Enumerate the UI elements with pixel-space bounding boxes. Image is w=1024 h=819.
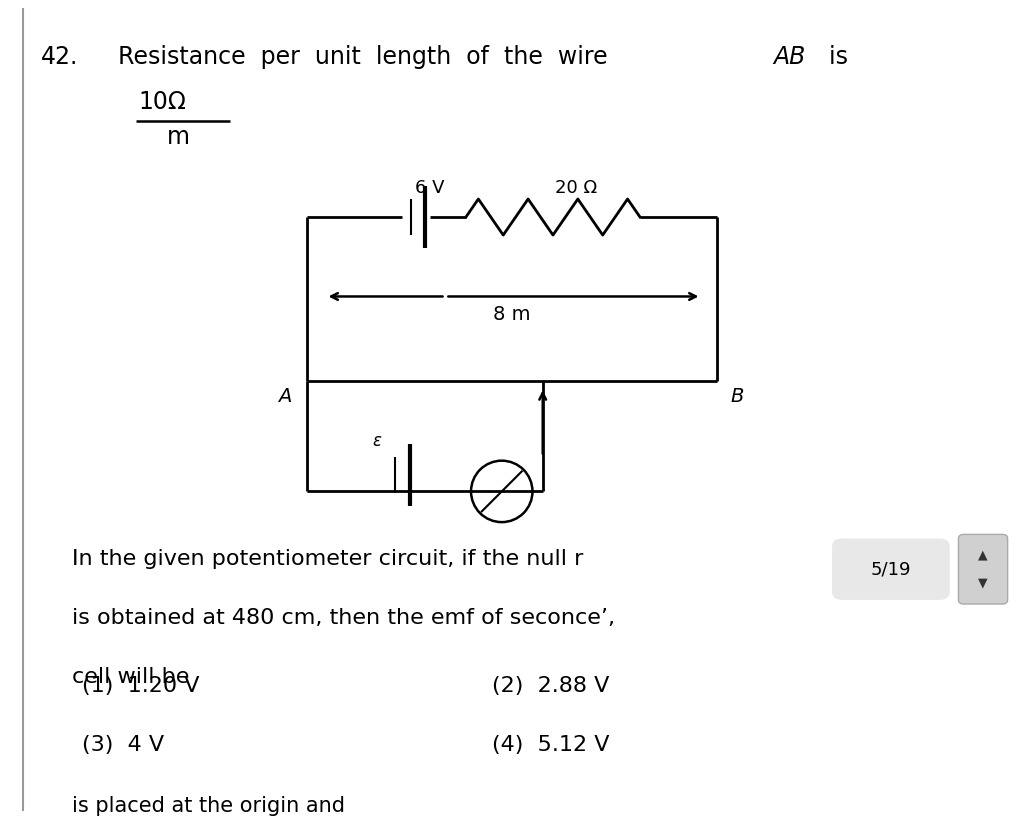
Text: is obtained at 480 cm, then the emf of seconсе’,: is obtained at 480 cm, then the emf of s… [72,608,614,627]
FancyBboxPatch shape [831,539,950,600]
Text: 5/19: 5/19 [870,560,911,578]
Text: 10Ω: 10Ω [138,90,186,114]
Text: (2)  2.88 V: (2) 2.88 V [492,676,609,695]
Text: 42.: 42. [41,45,78,69]
Text: In the given potentiometer circuit, if the null r: In the given potentiometer circuit, if t… [72,549,583,568]
Text: A: A [279,387,292,405]
Text: B: B [730,387,743,405]
Text: ▲: ▲ [978,549,988,562]
Text: 20 Ω: 20 Ω [555,179,597,197]
Text: m: m [167,125,189,149]
Text: (3)  4 V: (3) 4 V [82,735,164,754]
Text: (4)  5.12 V: (4) 5.12 V [492,735,609,754]
FancyBboxPatch shape [958,534,1008,604]
Text: 6 V: 6 V [415,179,444,197]
Text: ε: ε [373,432,381,450]
Text: ▼: ▼ [978,577,988,590]
Text: AB: AB [773,45,806,69]
Text: is placed at the origin and: is placed at the origin and [72,796,345,816]
Text: Resistance  per  unit  length  of  the  wire: Resistance per unit length of the wire [118,45,614,69]
Text: is: is [814,45,848,69]
Text: 8 m: 8 m [494,305,530,324]
Text: (1)  1.20 V: (1) 1.20 V [82,676,200,695]
Text: cell will be: cell will be [72,667,189,686]
